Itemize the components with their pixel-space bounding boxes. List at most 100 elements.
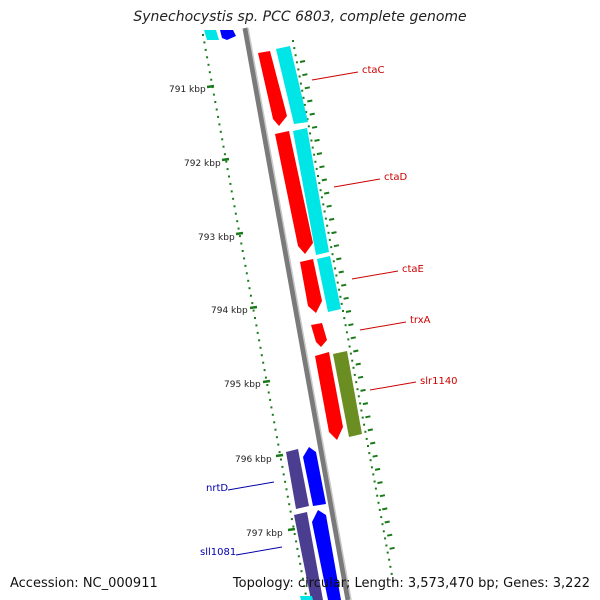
minor-tick (328, 238, 331, 241)
gene-ctaC-red[interactable] (258, 51, 287, 126)
minor-tick (327, 231, 330, 234)
minor-tick (357, 375, 364, 379)
minor-tick (314, 138, 320, 142)
minor-tick (280, 458, 282, 461)
minor-tick (345, 310, 352, 313)
minor-tick (303, 103, 306, 106)
minor-tick (357, 395, 360, 398)
minor-tick (206, 56, 209, 59)
gene-top-blue[interactable] (220, 30, 236, 40)
minor-tick (377, 501, 380, 504)
kbp-label: 795 kbp (224, 380, 261, 390)
minor-tick (297, 68, 300, 71)
minor-tick (215, 108, 218, 111)
right-tick-track (292, 40, 395, 582)
minor-tick (379, 494, 386, 498)
minor-tick (336, 257, 342, 261)
minor-tick (274, 428, 277, 431)
minor-tick (298, 75, 301, 78)
gene-label-nrtD[interactable]: nrtD (206, 483, 228, 494)
gene-top-cyan[interactable] (204, 30, 219, 40)
minor-tick (301, 89, 304, 92)
gene-slr1140-red[interactable] (315, 352, 343, 440)
gene-slr1140-green[interactable] (333, 351, 362, 437)
minor-tick (255, 324, 258, 327)
minor-tick (259, 346, 262, 349)
minor-tick (345, 331, 348, 334)
minor-tick (350, 336, 356, 340)
gene-label-ctaD[interactable]: ctaD (384, 172, 408, 183)
minor-tick (319, 165, 325, 169)
minor-tick (380, 516, 383, 519)
minor-tick (324, 191, 330, 195)
minor-tick (370, 441, 376, 445)
label-leaders (227, 71, 417, 556)
minor-tick (368, 452, 371, 455)
minor-tick (360, 409, 363, 412)
gene-ctaD-cyan[interactable] (293, 128, 329, 255)
minor-tick (382, 530, 385, 533)
minor-tick (260, 354, 263, 357)
minor-tick (305, 111, 308, 114)
minor-tick (304, 592, 307, 595)
minor-tick (321, 178, 327, 182)
gene-ctaD-red[interactable] (275, 131, 313, 254)
gene-sll1081-purple[interactable] (294, 512, 323, 600)
minor-tick (313, 153, 316, 156)
minor-tick (324, 217, 327, 220)
gene-label-ctaC[interactable]: ctaC (362, 65, 385, 76)
gene-ctaE-red[interactable] (300, 259, 322, 313)
minor-tick (363, 423, 366, 426)
minor-tick (278, 451, 281, 454)
gene-label-ctaE[interactable]: ctaE (402, 264, 424, 275)
minor-tick (244, 264, 247, 267)
minor-tick (386, 551, 389, 554)
major-ticks (206, 84, 296, 532)
minor-tick (330, 246, 333, 249)
minor-tick (252, 309, 255, 312)
minor-tick (384, 520, 390, 524)
kbp-label: 791 kbp (169, 85, 206, 95)
gene-ctaC-cyan[interactable] (276, 46, 308, 124)
minor-tick (299, 60, 306, 63)
minor-tick (315, 167, 318, 170)
minor-tick (301, 577, 304, 580)
gene-nrtD-blue[interactable] (303, 447, 326, 506)
gene-label-trxA[interactable]: trxA (410, 315, 431, 326)
gene-bottom-cyan[interactable] (300, 596, 313, 600)
minor-tick (343, 296, 349, 300)
minor-tick (225, 160, 228, 163)
gene-sll1081-blue[interactable] (312, 510, 341, 600)
minor-tick (289, 510, 292, 513)
minor-tick (370, 466, 373, 469)
minor-tick (365, 415, 371, 419)
minor-tick (222, 145, 225, 148)
minor-tick (361, 416, 364, 419)
minor-tick (294, 54, 297, 57)
minor-tick (286, 495, 289, 498)
minor-tick (390, 572, 393, 575)
minor-tick (204, 48, 207, 51)
minor-tick (254, 317, 256, 319)
minor-tick (248, 287, 251, 290)
minor-tick (351, 359, 354, 362)
minor-tick (341, 283, 347, 287)
minor-tick (263, 369, 266, 372)
gene-nrtD-purple[interactable] (286, 449, 309, 509)
gene-label-slr1140[interactable]: slr1140 (420, 376, 458, 387)
gene-ctaE-cyan[interactable] (317, 256, 341, 312)
minor-tick (374, 487, 377, 490)
minor-tick (240, 242, 243, 245)
minor-tick (326, 224, 329, 227)
gene-label-sll1081[interactable]: sll1081 (200, 547, 236, 558)
minor-tick (282, 473, 285, 476)
minor-tick (355, 362, 361, 366)
minor-tick (347, 338, 350, 341)
kbp-label: 793 kbp (198, 233, 235, 243)
minor-tick (226, 168, 229, 171)
minor-tick (360, 388, 366, 392)
minor-tick (304, 86, 310, 90)
minor-tick (232, 197, 235, 200)
minor-tick (387, 533, 393, 537)
gene-trxA-red[interactable] (311, 323, 327, 347)
